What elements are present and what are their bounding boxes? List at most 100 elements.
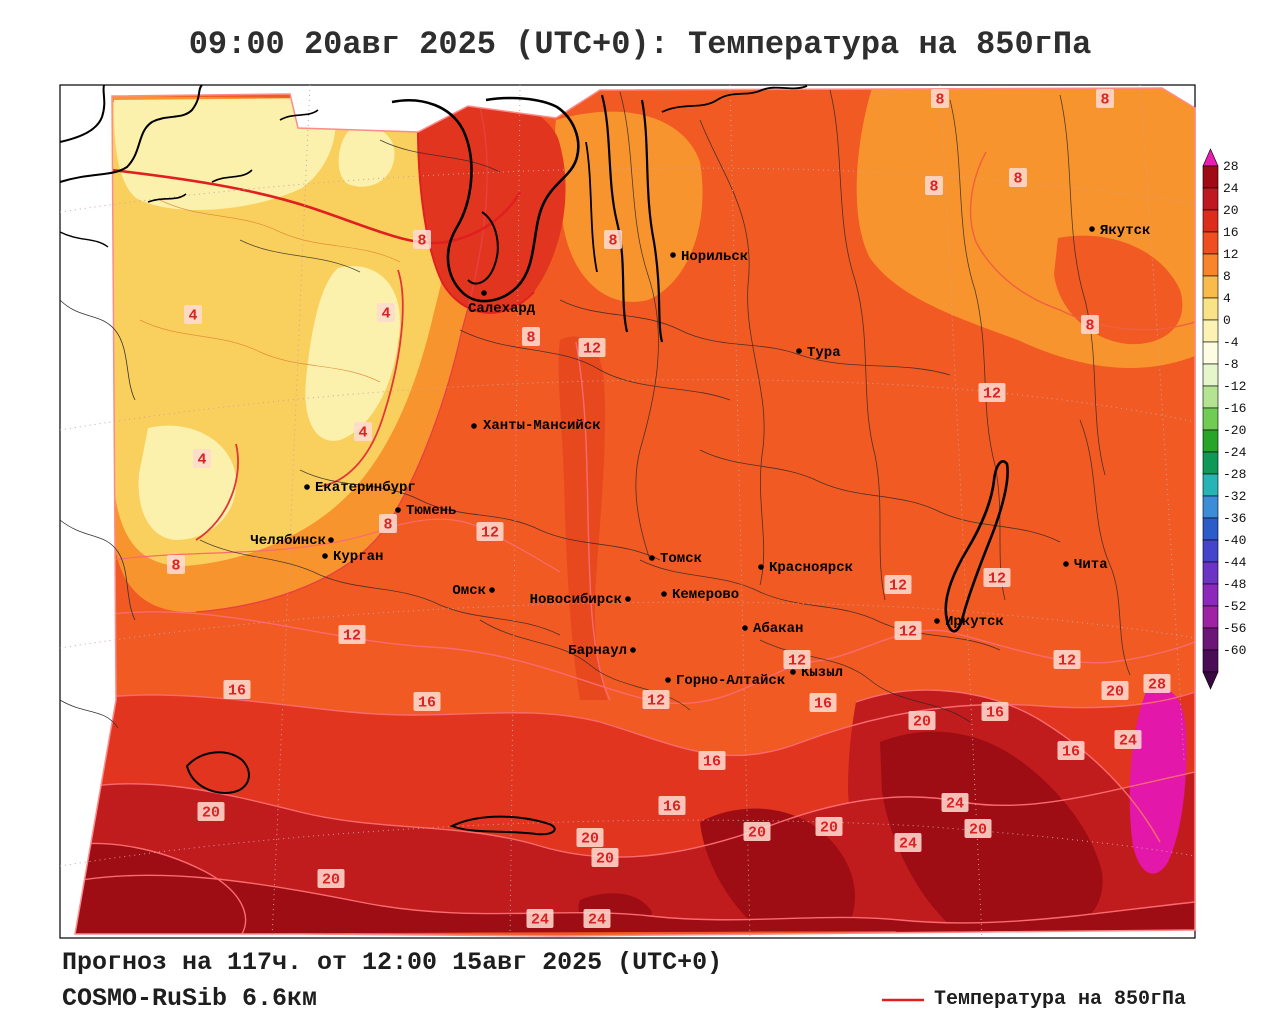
contour-label: 8 — [171, 558, 180, 575]
colorbar-box — [1203, 320, 1218, 342]
legend-label: Температура на 850гПа — [934, 988, 1186, 1011]
colorbar-tick-label: -44 — [1223, 555, 1247, 570]
contour-label: 20 — [596, 851, 614, 868]
colorbar-box — [1203, 606, 1218, 628]
city-label: Красноярск — [769, 560, 853, 576]
contour-label: 12 — [1058, 653, 1076, 670]
colorbar-tick-label: -28 — [1223, 467, 1246, 482]
contour-label: 8 — [1013, 171, 1022, 188]
city-label: Челябинск — [250, 533, 326, 549]
city-dot — [665, 677, 671, 683]
city-label: Кемерово — [672, 587, 739, 603]
colorbar-tick-label: 28 — [1223, 159, 1239, 174]
colorbar-box — [1203, 166, 1218, 188]
contour-label: 8 — [1100, 92, 1109, 109]
colorbar-box — [1203, 628, 1218, 650]
contour-label: 4 — [188, 308, 197, 325]
temperature-colorbar: 2824201612840-4-8-12-16-20-24-28-32-36-4… — [1203, 149, 1247, 689]
colorbar-box — [1203, 232, 1218, 254]
colorbar-box — [1203, 386, 1218, 408]
city-label: Курган — [333, 549, 383, 565]
city-dot — [471, 423, 477, 429]
city-label: Чита — [1074, 557, 1108, 573]
city-dot — [625, 596, 631, 602]
colorbar-box — [1203, 562, 1218, 584]
city-dot — [395, 507, 401, 513]
contour-label: 12 — [899, 624, 917, 641]
colorbar-box — [1203, 474, 1218, 496]
city-dot — [1089, 226, 1095, 232]
weather-map: НорильскЯкутскСалехардТураХанты-Мансийск… — [0, 0, 1280, 1024]
line-legend: Температура на 850гПа — [880, 988, 1186, 1011]
forecast-info: Прогноз на 117ч. от 12:00 15авг 2025 (UT… — [62, 948, 722, 977]
contour-label: 24 — [1119, 733, 1137, 750]
colorbar-tick-label: -36 — [1223, 511, 1246, 526]
city-label: Абакан — [753, 621, 803, 637]
contour-label: 20 — [820, 820, 838, 837]
contour-label: 24 — [946, 796, 964, 813]
colorbar-arrow-down — [1203, 672, 1218, 689]
contour-label: 24 — [588, 912, 606, 929]
colorbar-tick-label: -48 — [1223, 577, 1246, 592]
city-dot — [790, 669, 796, 675]
contour-label: 12 — [481, 525, 499, 542]
city-dot — [489, 587, 495, 593]
city-label: Салехард — [468, 301, 536, 317]
city-dot — [649, 555, 655, 561]
contour-label: 8 — [526, 330, 535, 347]
contour-label: 20 — [581, 831, 599, 848]
contour-label: 20 — [202, 805, 220, 822]
colorbar-tick-label: -16 — [1223, 401, 1246, 416]
contour-label: 4 — [197, 452, 206, 469]
contour-label: 20 — [322, 872, 340, 889]
colorbar-box — [1203, 540, 1218, 562]
contour-label: 12 — [583, 341, 601, 358]
colorbar-tick-label: 16 — [1223, 225, 1239, 240]
colorbar-box — [1203, 496, 1218, 518]
colorbar-box — [1203, 364, 1218, 386]
colorbar-box — [1203, 584, 1218, 606]
contour-label: 8 — [929, 179, 938, 196]
colorbar-box — [1203, 452, 1218, 474]
colorbar-tick-label: 12 — [1223, 247, 1239, 262]
colorbar-tick-label: -40 — [1223, 533, 1246, 548]
colorbar-box — [1203, 342, 1218, 364]
contour-label: 12 — [647, 693, 665, 710]
city-dot — [322, 553, 328, 559]
model-info: COSMO-RuSib 6.6км — [62, 984, 317, 1013]
city-label: Иркутск — [945, 614, 1004, 630]
colorbar-box — [1203, 254, 1218, 276]
contour-label: 16 — [228, 683, 246, 700]
colorbar-box — [1203, 188, 1218, 210]
colorbar-tick-label: -32 — [1223, 489, 1246, 504]
city-dot — [796, 348, 802, 354]
city-label: Тура — [807, 345, 841, 361]
contour-label: 20 — [748, 825, 766, 842]
contour-label: 16 — [703, 754, 721, 771]
contour-label: 8 — [417, 233, 426, 250]
contour-label: 24 — [899, 836, 917, 853]
city-dot — [661, 591, 667, 597]
city-dot — [304, 484, 310, 490]
city-label: Тюмень — [406, 503, 456, 519]
city-label: Екатеринбург — [315, 480, 416, 496]
contour-label: 8 — [1085, 318, 1094, 335]
contour-label: 28 — [1148, 677, 1166, 694]
colorbar-box — [1203, 298, 1218, 320]
colorbar-tick-label: 8 — [1223, 269, 1231, 284]
contour-label: 20 — [969, 822, 987, 839]
contour-label: 12 — [889, 578, 907, 595]
contour-label: 20 — [913, 714, 931, 731]
colorbar-tick-label: -60 — [1223, 643, 1246, 658]
colorbar-tick-label: 0 — [1223, 313, 1231, 328]
colorbar-box — [1203, 650, 1218, 672]
contour-label: 20 — [1106, 684, 1124, 701]
contour-label: 12 — [983, 386, 1001, 403]
contour-label: 12 — [788, 653, 806, 670]
city-dot — [934, 618, 940, 624]
city-dot — [1063, 561, 1069, 567]
colorbar-tick-label: -20 — [1223, 423, 1246, 438]
contour-label: 16 — [986, 705, 1004, 722]
colorbar-box — [1203, 210, 1218, 232]
contour-label: 8 — [608, 233, 617, 250]
